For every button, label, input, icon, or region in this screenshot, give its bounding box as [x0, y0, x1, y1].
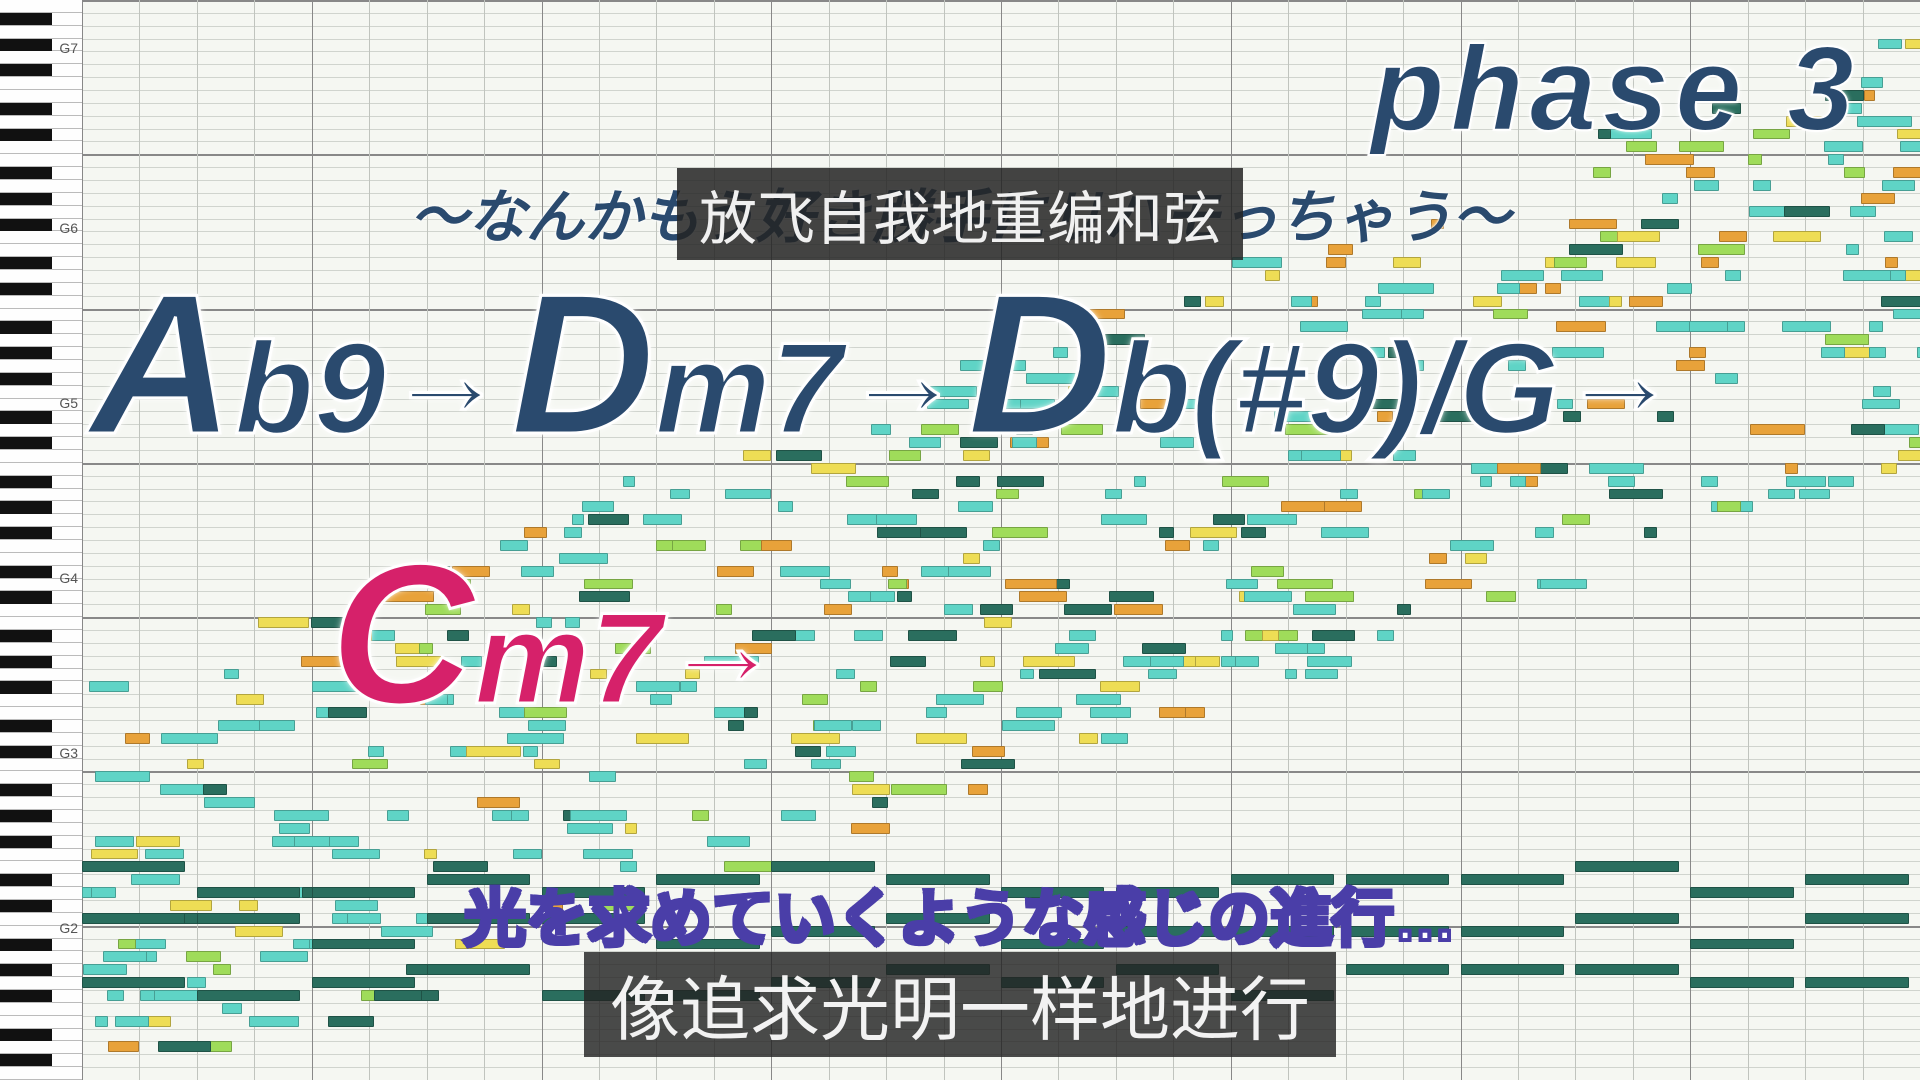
phase-subtitle-cn: 放飞自我地重编和弦 — [699, 187, 1221, 252]
chord-1-root: A — [90, 253, 234, 476]
arrow-icon: → — [386, 307, 506, 441]
chord-4-ext: m7 — [474, 585, 662, 731]
octave-label: G7 — [59, 40, 78, 56]
caption-cn: 像追求光明一样地进行 — [610, 971, 1310, 1049]
octave-label: G4 — [59, 570, 78, 586]
caption-jp: 光を求めていくような感じの進行… — [464, 868, 1456, 958]
chord-2-ext: m7 — [655, 315, 843, 461]
piano-keyboard[interactable]: G7 G6 G5 G4 G3 G2 — [0, 0, 82, 1080]
caption-cn-box: 像追求光明一样地进行 — [584, 952, 1336, 1057]
midi-editor-frame: G7G6G5G4G3G2 phase 3 〜なんかもう好き勝手にリハモっちゃう〜… — [0, 0, 1920, 1080]
phase-title: phase 3 — [1371, 20, 1860, 158]
chord-3-root: D — [967, 253, 1111, 476]
octave-label: G2 — [59, 920, 78, 936]
arrow-icon: → — [843, 307, 963, 441]
arrow-icon: → — [1560, 307, 1680, 441]
octave-label: G6 — [59, 220, 78, 236]
octave-label: G5 — [59, 395, 78, 411]
chord-line-2: Cm7→ — [330, 520, 782, 750]
chord-4-root: C — [330, 523, 474, 746]
chord-3-ext: b(#9)/G — [1112, 315, 1560, 461]
chord-1-ext: b9 — [234, 315, 386, 461]
octave-label: G3 — [59, 745, 78, 761]
arrow-icon: → — [662, 577, 782, 711]
chord-2-root: D — [511, 253, 655, 476]
chord-line-1: Ab9→ Dm7→ Db(#9)/G→ — [90, 250, 1680, 480]
phase-subtitle-cn-box: 放飞自我地重编和弦 — [677, 168, 1243, 260]
